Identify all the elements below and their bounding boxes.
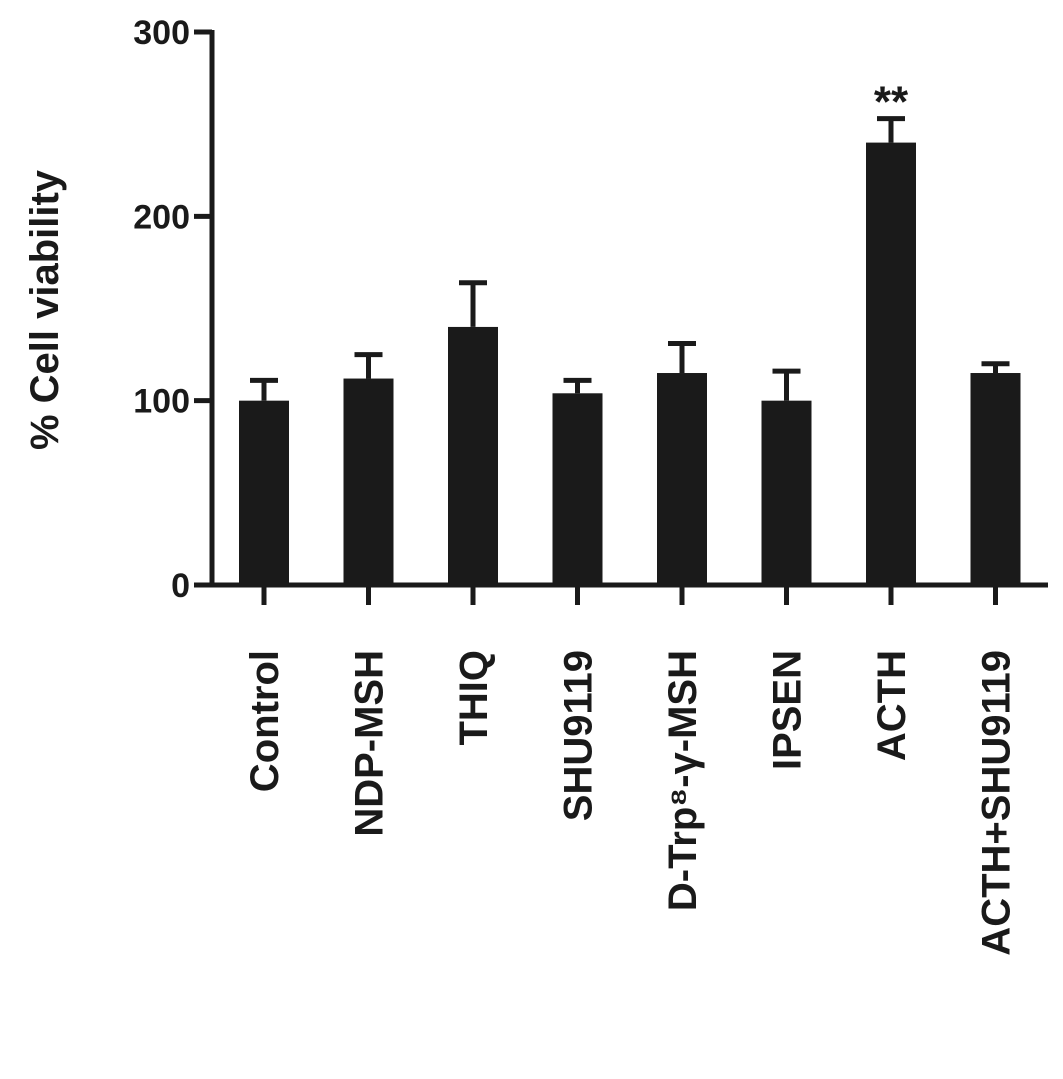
annotation: ** (874, 78, 909, 127)
x-tick-label: THIQ (452, 650, 496, 746)
x-tick-label: Control (243, 650, 287, 792)
x-tick-label: NDP-MSH (348, 650, 392, 837)
bar (970, 373, 1021, 585)
bar (761, 400, 812, 585)
bar (657, 373, 707, 585)
y-tick-label: 200 (133, 198, 190, 236)
bar (448, 326, 498, 585)
y-tick-label: 0 (171, 567, 190, 605)
bar (866, 142, 916, 585)
x-tick-label: SHU9119 (557, 650, 601, 821)
x-tick-label: ACTH+SHU9119 (975, 650, 1019, 956)
bar (239, 400, 289, 585)
x-tick-label: IPSEN (766, 650, 810, 770)
bar (552, 393, 603, 585)
x-tick-label: D-Trp⁸-γ-MSH (661, 650, 705, 911)
bar (343, 378, 394, 585)
y-tick-label: 100 (133, 383, 190, 421)
y-axis-label: % Cell viability (23, 169, 67, 450)
y-tick-label: 300 (133, 14, 190, 52)
x-tick-label: ACTH (870, 650, 914, 761)
